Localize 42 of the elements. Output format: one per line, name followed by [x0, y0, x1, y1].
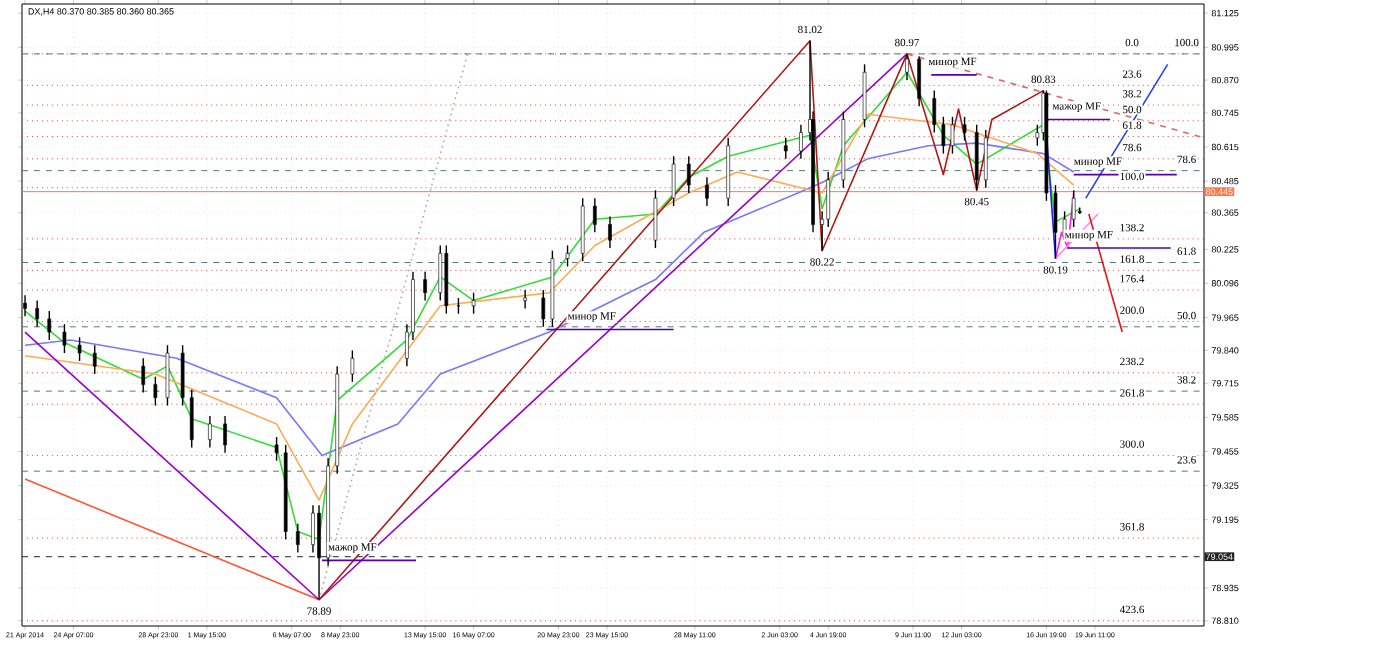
candlestick	[983, 129, 988, 189]
candlestick	[165, 344, 170, 407]
candlestick	[962, 116, 967, 142]
candlestick	[153, 375, 158, 407]
candlestick	[423, 271, 427, 302]
candlestick	[62, 323, 67, 354]
candlestick	[653, 189, 658, 249]
candlestick	[523, 289, 527, 310]
candlestick	[77, 336, 82, 362]
candlestick	[471, 291, 476, 315]
candlestick	[593, 197, 597, 234]
candlestick	[541, 289, 546, 328]
candlestick	[705, 176, 709, 207]
candlestick	[580, 197, 585, 262]
candlestick	[295, 522, 300, 554]
candlestick	[223, 415, 227, 454]
candlestick	[917, 55, 921, 108]
candlestick	[317, 504, 321, 601]
candlestick	[350, 349, 355, 383]
candlestick	[141, 357, 146, 394]
candlestick	[932, 89, 937, 134]
candlestick	[92, 344, 97, 375]
candlestick	[941, 116, 946, 155]
candlestick	[974, 124, 979, 192]
candlestick	[799, 124, 803, 160]
candlestick	[180, 344, 185, 407]
candlestick	[438, 244, 443, 302]
candlestick	[1053, 184, 1058, 260]
candlestick	[274, 436, 279, 462]
candlestick	[47, 310, 52, 341]
candlestick	[189, 389, 194, 449]
candlestick	[208, 415, 212, 449]
candlestick	[671, 155, 676, 207]
candlestick	[783, 137, 788, 160]
candlestick	[311, 504, 315, 554]
candlestick	[686, 155, 691, 194]
candlestick	[950, 116, 955, 155]
candlestick	[608, 215, 612, 249]
candlestick	[905, 53, 909, 81]
candlestick	[862, 63, 867, 129]
candlestick	[35, 299, 39, 328]
candlestick	[565, 244, 570, 268]
